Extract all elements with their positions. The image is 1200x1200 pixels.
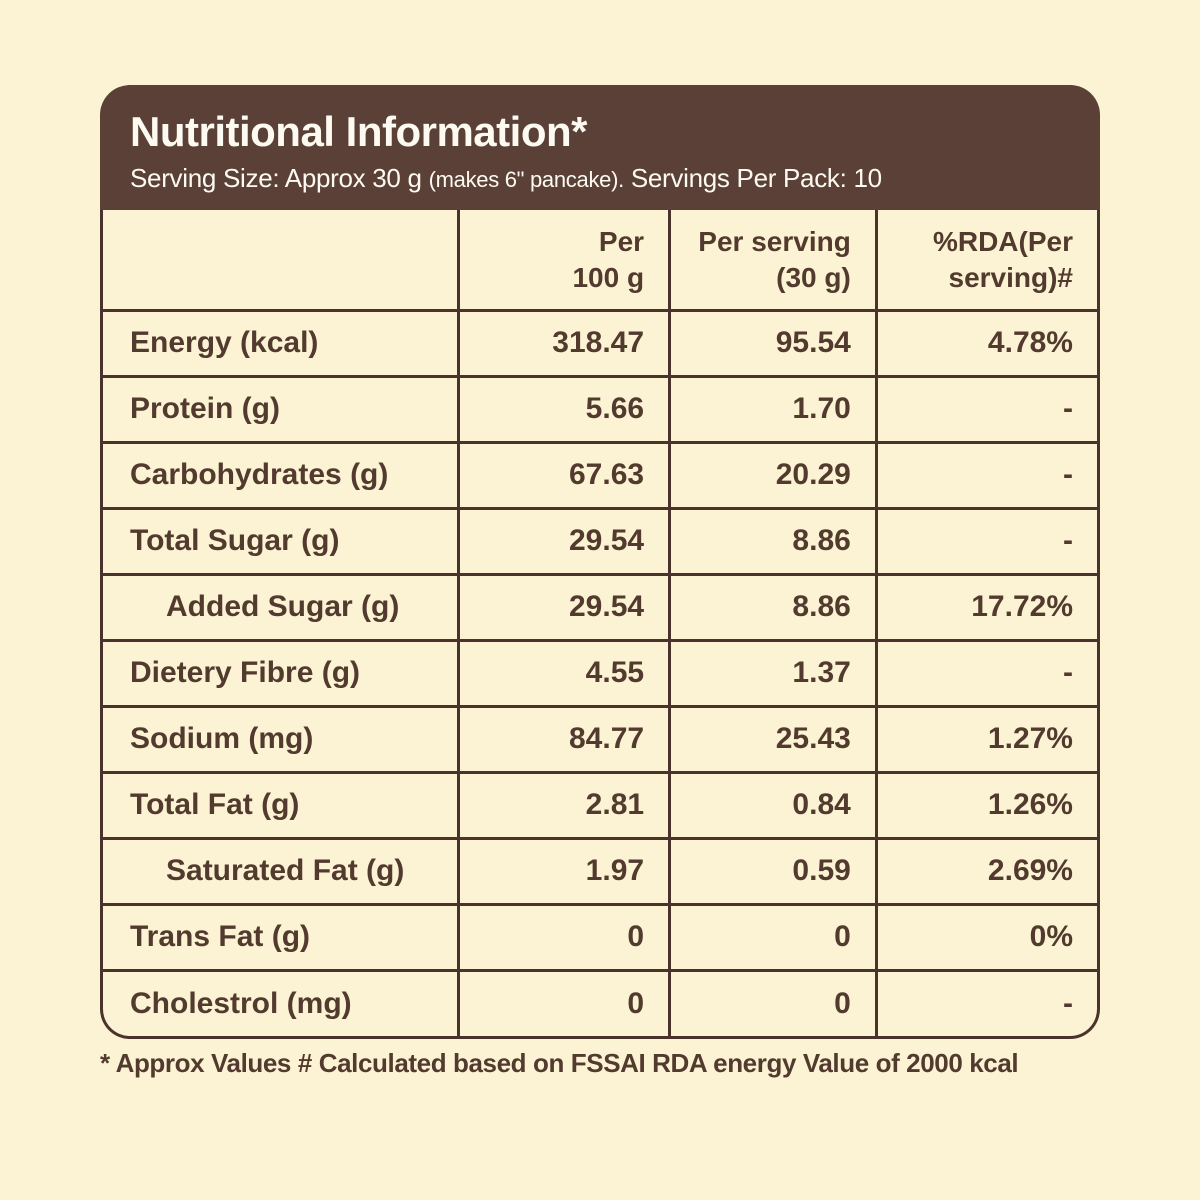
table-row: Dietery Fibre (g) 4.55 1.37- <box>103 638 1097 707</box>
table-row: Trans Fat (g) 0 0 0% <box>103 902 1097 971</box>
per-100g-cell: 5.66 <box>457 374 670 443</box>
label-title: Nutritional Information* <box>130 108 587 155</box>
nutrition-table: Per 100 g Per serving (30 g) %RDA(Per servi… <box>100 210 1100 1040</box>
per-serving-cell: 0 <box>668 968 877 1037</box>
nutrient-name-cell: Carbohydrates (g) <box>103 440 459 509</box>
rda-cell: - <box>874 506 1097 575</box>
per-serving-header-line2: (30 g) <box>776 261 851 293</box>
rda-cell: 1.26% <box>874 770 1097 839</box>
per-serving-cell: 0.84 <box>668 770 877 839</box>
column-header-row: Per 100 g Per serving (30 g) %RDA(Per servi… <box>103 210 1097 311</box>
nutrition-table-grid: Per 100 g Per serving (30 g) %RDA(Per servi… <box>103 210 1097 1037</box>
table-row: Saturated Fat (g) 1.97 0.59 2.69% <box>103 836 1097 905</box>
rda-cell: - <box>874 968 1097 1037</box>
servings-per-pack-text: Servings Per Pack: 10 <box>623 163 882 194</box>
nutrient-name-cell: Sodium (mg) <box>103 704 459 773</box>
table-row: Added Sugar (g) 29.54 8.86 17.72% <box>103 572 1097 641</box>
serving-size-text: Serving Size: Approx 30 g <box>130 163 429 194</box>
rda-cell: - <box>874 638 1097 707</box>
table-row: Sodium (mg) 84.77 25.43 1.27% <box>103 704 1097 773</box>
label-header: Nutritional Information* Serving Size: A… <box>100 85 1100 211</box>
rda-cell: 2.69% <box>874 836 1097 905</box>
per-serving-cell: 95.54 <box>668 308 877 377</box>
table-row: Protein (g) 5.66 1.70- <box>103 374 1097 443</box>
rda-header-line2: serving)# <box>948 261 1074 293</box>
nutrient-name-cell: Protein (g) <box>103 374 459 443</box>
per-100g-header-line2: 100 g <box>572 261 645 293</box>
per-100g-cell: 4.55 <box>457 638 670 707</box>
per-100g-header: Per 100 g <box>457 210 670 311</box>
table-row: Total Fat (g) 2.81 0.84 1.26% <box>103 770 1097 839</box>
rda-cell: - <box>874 374 1097 443</box>
nutrient-name-cell: Dietery Fibre (g) <box>103 638 459 707</box>
nutrient-name-cell: Cholestrol (mg) <box>103 968 459 1037</box>
per-100g-cell: 0 <box>457 968 670 1037</box>
per-serving-header: Per serving (30 g) <box>668 210 877 311</box>
nutrient-name-cell: Added Sugar (g) <box>103 572 459 641</box>
per-100g-cell: 2.81 <box>457 770 670 839</box>
per-100g-cell: 67.63 <box>457 440 670 509</box>
nutrient-name-cell: Energy (kcal) <box>103 308 459 377</box>
nutrient-name-cell: Saturated Fat (g) <box>103 836 459 905</box>
rda-cell: 0% <box>874 902 1097 971</box>
per-serving-cell: 20.29 <box>668 440 877 509</box>
table-row: Total Sugar (g) 29.54 8.86- <box>103 506 1097 575</box>
per-100g-header-line1: Per <box>598 225 645 257</box>
per-serving-header-line1: Per serving <box>698 225 851 257</box>
serving-size-note: (makes 6" pancake). <box>428 167 625 193</box>
nutrient-name-cell: Total Sugar (g) <box>103 506 459 575</box>
per-serving-cell: 1.70 <box>668 374 877 443</box>
per-100g-cell: 318.47 <box>457 308 670 377</box>
per-100g-cell: 0 <box>457 902 670 971</box>
rda-cell: 17.72% <box>874 572 1097 641</box>
per-serving-cell: 8.86 <box>668 506 877 575</box>
table-row: Energy (kcal) 318.47 95.54 4.78% <box>103 308 1097 377</box>
label-subtitle: Serving Size: Approx 30 g (makes 6" panc… <box>130 163 1070 194</box>
table-row: Carbohydrates (g) 67.63 20.29- <box>103 440 1097 509</box>
footnote: * Approx Values # Calculated based on FS… <box>100 1048 1019 1079</box>
per-100g-cell: 84.77 <box>457 704 670 773</box>
per-serving-cell: 0.59 <box>668 836 877 905</box>
per-serving-cell: 8.86 <box>668 572 877 641</box>
rda-cell: 4.78% <box>874 308 1097 377</box>
nutrient-name-cell: Trans Fat (g) <box>103 902 459 971</box>
per-100g-cell: 29.54 <box>457 506 670 575</box>
nutrient-name-cell: Total Fat (g) <box>103 770 459 839</box>
nutrition-label-panel: Nutritional Information* Serving Size: A… <box>100 85 1100 1079</box>
per-serving-cell: 25.43 <box>668 704 877 773</box>
rda-cell: - <box>874 440 1097 509</box>
rda-cell: 1.27% <box>874 704 1097 773</box>
per-serving-cell: 0 <box>668 902 877 971</box>
rda-header: %RDA(Per serving)# <box>874 210 1097 311</box>
rda-header-line1: %RDA(Per <box>932 225 1073 257</box>
per-100g-cell: 29.54 <box>457 572 670 641</box>
per-100g-cell: 1.97 <box>457 836 670 905</box>
empty-header-cell <box>103 210 459 310</box>
per-serving-cell: 1.37 <box>668 638 877 707</box>
table-row: Cholestrol (mg) 0 0- <box>103 968 1097 1037</box>
